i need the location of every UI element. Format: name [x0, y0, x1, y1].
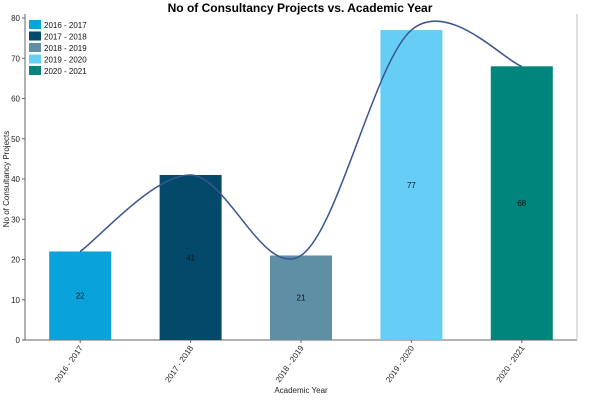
legend-swatch	[29, 54, 41, 64]
legend-entry: 2016 - 2017	[44, 21, 87, 30]
bar-2019-2020	[380, 30, 443, 340]
y-tick-label: 10	[11, 296, 20, 305]
data-label: 21	[297, 294, 306, 303]
data-label: 22	[76, 292, 85, 301]
y-tick-label: 80	[11, 14, 20, 23]
y-tick-label: 30	[11, 215, 20, 224]
bar-2017-2018	[159, 174, 222, 340]
x-tick-label: 2017 - 2018	[163, 344, 195, 385]
legend-swatch	[29, 66, 41, 75]
bar-2018-2019	[270, 255, 332, 340]
legend-entry: 2019 - 2020	[44, 56, 87, 65]
data-label: 68	[517, 199, 526, 208]
legend-entry: 2018 - 2019	[44, 44, 87, 53]
bar-2016-2017	[49, 251, 112, 340]
y-tick-label: 40	[11, 175, 20, 184]
legend-swatch	[29, 31, 41, 41]
x-tick-label: 2018 - 2019	[274, 344, 306, 385]
y-tick-label: 50	[11, 135, 20, 144]
y-tick-label: 0	[16, 336, 21, 345]
bar-2020-2021	[490, 66, 553, 341]
data-label: 41	[186, 253, 195, 262]
y-axis-title: No of Consultancy Projects	[2, 131, 11, 228]
y-tick-label: 20	[11, 256, 20, 265]
x-axis-title: Academic Year	[274, 386, 328, 395]
data-label: 77	[407, 181, 416, 190]
legend-entry: 2020 - 2021	[44, 67, 87, 76]
y-tick-label: 70	[11, 54, 20, 63]
chart-title: No of Consultancy Projects vs. Academic …	[167, 1, 433, 15]
legend-entry: 2017 - 2018	[44, 33, 87, 42]
legend-swatch	[29, 20, 41, 29]
y-tick-label: 60	[11, 95, 20, 104]
legend-swatch	[29, 43, 41, 52]
trend-line	[79, 20, 523, 260]
x-tick-label: 2020 - 2021	[495, 344, 527, 385]
x-tick-label: 2019 - 2020	[384, 344, 416, 385]
x-tick-label: 2016 - 2017	[53, 344, 85, 385]
